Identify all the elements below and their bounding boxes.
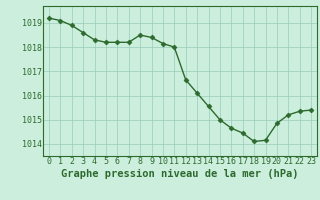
X-axis label: Graphe pression niveau de la mer (hPa): Graphe pression niveau de la mer (hPa) [61, 169, 299, 179]
